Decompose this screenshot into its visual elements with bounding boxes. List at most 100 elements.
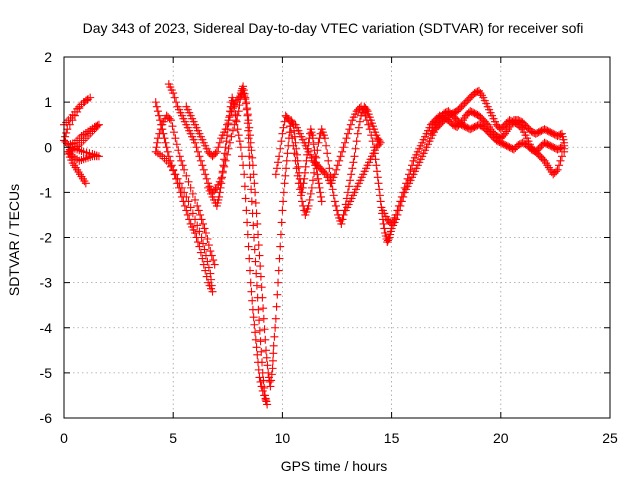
x-tick-label: 15 bbox=[384, 430, 400, 446]
data-point bbox=[169, 128, 178, 137]
data-point bbox=[153, 107, 162, 116]
data-point bbox=[354, 123, 363, 132]
data-point bbox=[199, 239, 208, 248]
data-point bbox=[256, 262, 265, 271]
data-point bbox=[342, 134, 351, 143]
data-point bbox=[374, 179, 383, 188]
chart-title: Day 343 of 2023, Sidereal Day-to-day VTE… bbox=[83, 20, 584, 36]
data-point bbox=[269, 341, 278, 350]
data-point bbox=[256, 272, 265, 281]
data-point bbox=[177, 183, 186, 192]
data-point bbox=[161, 138, 170, 147]
data-point bbox=[296, 191, 305, 200]
data-point bbox=[152, 102, 161, 111]
data-point bbox=[184, 177, 193, 186]
data-point bbox=[553, 165, 562, 174]
data-point bbox=[364, 120, 373, 129]
data-point bbox=[372, 161, 381, 170]
data-point bbox=[379, 219, 388, 228]
data-point bbox=[248, 161, 257, 170]
data-point bbox=[248, 296, 257, 305]
data-point bbox=[247, 185, 256, 194]
data-point bbox=[260, 325, 269, 334]
data-point bbox=[222, 137, 231, 146]
data-point bbox=[353, 129, 362, 138]
data-point bbox=[320, 168, 329, 177]
y-tick-label: -4 bbox=[40, 320, 53, 336]
data-point bbox=[246, 278, 255, 287]
data-point bbox=[348, 164, 357, 173]
data-point bbox=[252, 343, 261, 352]
data-point bbox=[373, 141, 382, 150]
data-point bbox=[206, 269, 215, 278]
data-point bbox=[224, 116, 233, 125]
data-point bbox=[210, 260, 219, 269]
data-point bbox=[191, 138, 200, 147]
data-point bbox=[204, 183, 213, 192]
data-point bbox=[172, 98, 181, 107]
data-point bbox=[191, 228, 200, 237]
data-point bbox=[200, 245, 209, 254]
data-point bbox=[259, 314, 268, 323]
data-point bbox=[345, 125, 354, 134]
data-point bbox=[201, 228, 210, 237]
data-point bbox=[171, 134, 180, 143]
data-point bbox=[336, 152, 345, 161]
data-point bbox=[184, 197, 193, 206]
y-tick-label: -1 bbox=[40, 184, 53, 200]
data-point bbox=[291, 156, 300, 165]
data-point bbox=[177, 156, 186, 165]
data-point bbox=[172, 140, 181, 149]
data-point bbox=[217, 179, 226, 188]
data-point bbox=[258, 386, 267, 395]
data-point bbox=[188, 189, 197, 198]
data-point bbox=[254, 365, 263, 374]
data-point bbox=[251, 335, 260, 344]
y-tick-label: -2 bbox=[40, 230, 53, 246]
data-point bbox=[272, 164, 281, 173]
data-point bbox=[271, 323, 280, 332]
data-point bbox=[92, 151, 101, 160]
data-point bbox=[305, 195, 314, 204]
data-point bbox=[241, 194, 250, 203]
data-point bbox=[306, 189, 315, 198]
data-point bbox=[153, 134, 162, 143]
data-point bbox=[250, 320, 259, 329]
series-sofi-f bbox=[291, 86, 566, 247]
data-point bbox=[247, 197, 256, 206]
y-tick-label: 1 bbox=[44, 94, 52, 110]
data-point bbox=[220, 149, 229, 158]
data-point bbox=[310, 168, 319, 177]
data-point bbox=[221, 125, 230, 134]
data-point bbox=[355, 117, 364, 126]
data-point bbox=[376, 197, 385, 206]
data-point bbox=[263, 400, 272, 409]
data-point bbox=[397, 192, 406, 201]
data-point bbox=[217, 173, 226, 182]
data-point bbox=[199, 165, 208, 174]
data-point bbox=[332, 165, 341, 174]
data-point bbox=[247, 146, 256, 155]
plot-area bbox=[60, 80, 569, 409]
data-point bbox=[235, 137, 244, 146]
data-point bbox=[198, 161, 207, 170]
data-point bbox=[557, 143, 566, 152]
data-point bbox=[269, 349, 278, 358]
data-point bbox=[316, 188, 325, 197]
data-point bbox=[375, 185, 384, 194]
data-point bbox=[313, 146, 322, 155]
data-point bbox=[256, 377, 265, 386]
data-point bbox=[292, 164, 301, 173]
data-point bbox=[282, 164, 291, 173]
data-point bbox=[289, 141, 298, 150]
data-point bbox=[313, 170, 322, 179]
data-point bbox=[362, 116, 371, 125]
data-point bbox=[191, 195, 200, 204]
data-point bbox=[209, 256, 218, 265]
x-tick-label: 0 bbox=[60, 430, 68, 446]
data-point bbox=[233, 111, 242, 120]
data-point bbox=[168, 122, 177, 131]
data-point bbox=[282, 156, 291, 165]
data-point bbox=[266, 382, 275, 391]
